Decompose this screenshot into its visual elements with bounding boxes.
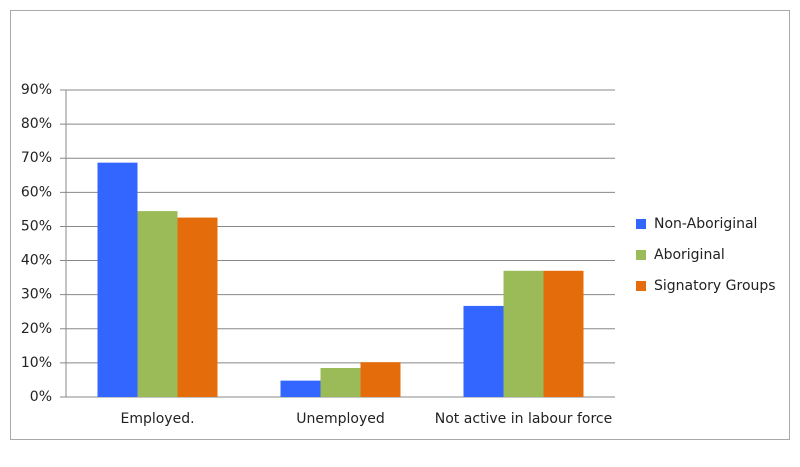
bar (137, 211, 178, 397)
bar (97, 162, 138, 397)
y-tick-label: 80% (21, 116, 52, 132)
y-tick-label: 70% (21, 150, 52, 166)
y-tick-label: 50% (21, 218, 52, 234)
y-tick-label: 20% (21, 321, 52, 337)
x-tick-label: Employed. (120, 411, 194, 427)
bar (463, 305, 504, 397)
legend-swatch (636, 281, 646, 291)
bar (320, 368, 361, 397)
bar (280, 380, 321, 397)
y-tick-label: 60% (21, 184, 52, 200)
bar (360, 362, 401, 397)
legend-swatch (636, 250, 646, 260)
y-tick-label: 40% (21, 253, 52, 269)
bar (503, 270, 544, 397)
x-tick-label: Not active in labour force (435, 411, 612, 427)
legend-swatch (636, 219, 646, 229)
y-tick-label: 90% (21, 82, 52, 98)
y-tick-label: 30% (21, 287, 52, 303)
legend-label: Aboriginal (654, 247, 725, 263)
legend-label: Signatory Groups (654, 278, 776, 294)
bar (543, 270, 584, 397)
y-tick-label: 0% (30, 389, 52, 405)
x-tick-label: Unemployed (296, 411, 385, 427)
bar (177, 217, 218, 397)
y-tick-label: 10% (21, 355, 52, 371)
legend-label: Non-Aboriginal (654, 216, 757, 232)
